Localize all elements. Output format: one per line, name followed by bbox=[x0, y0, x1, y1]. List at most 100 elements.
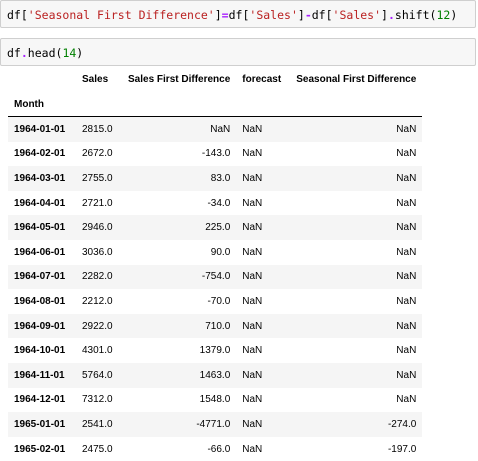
column-header-sales: Sales bbox=[82, 73, 109, 85]
table-cell: NaN bbox=[242, 172, 263, 184]
table-row: 1964-02-01 2672.0 -143.0 NaN NaN bbox=[8, 141, 423, 167]
table-row: 1964-08-01 2212.0 -70.0 NaN NaN bbox=[8, 289, 423, 314]
code-token: df bbox=[7, 46, 21, 60]
table-row: 1965-01-01 2541.0 -4771.0 NaN -274.0 bbox=[8, 412, 423, 437]
table-cell: 225.0 bbox=[205, 222, 231, 234]
table-cell: 2721.0 bbox=[82, 197, 113, 209]
table-cell: 2815.0 bbox=[82, 123, 113, 135]
table-cell: NaN bbox=[396, 345, 417, 357]
code-token: ) bbox=[76, 46, 84, 60]
row-index: 1964-08-01 bbox=[14, 295, 66, 307]
row-index: 1964-09-01 bbox=[14, 320, 66, 332]
table-cell: -143.0 bbox=[201, 148, 231, 160]
table-cell: NaN bbox=[396, 320, 417, 332]
index-name-spacer bbox=[76, 92, 122, 117]
table-cell: 3036.0 bbox=[82, 246, 113, 258]
row-index: 1964-03-01 bbox=[14, 172, 66, 184]
code-token: head bbox=[27, 46, 56, 60]
column-header-sales-first-difference: Sales First Difference bbox=[128, 73, 231, 85]
table-cell: NaN bbox=[242, 320, 263, 332]
table-cell: 2282.0 bbox=[82, 271, 113, 283]
code-token: ] bbox=[297, 8, 305, 22]
code-token: [ bbox=[242, 8, 250, 22]
code-cell-head[interactable]: df.head(14) bbox=[0, 38, 476, 66]
table-cell: 5764.0 bbox=[82, 369, 113, 381]
row-index: 1964-05-01 bbox=[14, 222, 66, 234]
table-cell: NaN bbox=[396, 369, 417, 381]
index-name-row: Month bbox=[8, 92, 423, 117]
code-token: 'Seasonal First Difference' bbox=[27, 8, 215, 22]
table-cell: 2672.0 bbox=[82, 148, 113, 160]
table-cell: -274.0 bbox=[387, 418, 417, 430]
code-token: [ bbox=[20, 8, 28, 22]
row-index: 1964-07-01 bbox=[14, 271, 66, 283]
table-cell: NaN bbox=[396, 172, 417, 184]
table-row: 1964-10-01 4301.0 1379.0 NaN NaN bbox=[8, 338, 423, 363]
table-cell: NaN bbox=[242, 418, 263, 430]
code-token: 12 bbox=[436, 8, 451, 22]
code-token: ] bbox=[214, 8, 222, 22]
table-cell: NaN bbox=[242, 271, 263, 283]
table-cell: -34.0 bbox=[207, 197, 231, 209]
code-token: - bbox=[304, 8, 312, 22]
code-token: ] bbox=[381, 8, 388, 22]
table-cell: 710.0 bbox=[205, 320, 231, 332]
code-token: = bbox=[221, 8, 229, 22]
table-cell: -66.0 bbox=[207, 443, 231, 455]
table-cell: NaN bbox=[242, 443, 263, 455]
table-cell: 2212.0 bbox=[82, 295, 113, 307]
row-index: 1964-02-01 bbox=[14, 148, 66, 160]
row-index: 1965-01-01 bbox=[14, 418, 66, 430]
table-cell: 2475.0 bbox=[82, 443, 113, 455]
row-index: 1964-10-01 bbox=[14, 345, 66, 357]
column-header-seasonal-first-difference: Seasonal First Difference bbox=[296, 73, 417, 85]
code-token: [ bbox=[325, 8, 333, 22]
code-token: ) bbox=[450, 8, 458, 22]
table-cell: NaN bbox=[396, 295, 417, 307]
table-row: 1964-06-01 3036.0 90.0 NaN NaN bbox=[8, 239, 423, 265]
table-cell: 1379.0 bbox=[199, 345, 231, 357]
table-cell: NaN bbox=[242, 222, 263, 234]
code-token: df bbox=[7, 8, 21, 22]
code-token: 'Sales' bbox=[249, 8, 298, 22]
column-header-blank bbox=[8, 66, 76, 92]
table-cell: NaN bbox=[396, 197, 417, 209]
table-cell: -70.0 bbox=[207, 295, 231, 307]
table-cell: 1548.0 bbox=[199, 394, 231, 406]
code-cell-seasonal-difference[interactable]: df['Seasonal First Difference']=df['Sale… bbox=[0, 0, 476, 28]
table-cell: 2922.0 bbox=[82, 320, 113, 332]
table-cell: NaN bbox=[210, 123, 231, 135]
code-token: shift bbox=[394, 8, 430, 22]
table-cell: NaN bbox=[242, 394, 263, 406]
table-cell: NaN bbox=[396, 123, 417, 135]
index-name: Month bbox=[14, 98, 44, 110]
table-cell: NaN bbox=[242, 345, 263, 357]
row-index: 1964-11-01 bbox=[14, 369, 65, 381]
table-row: 1964-05-01 2946.0 225.0 NaN NaN bbox=[8, 215, 423, 240]
table-cell: 7312.0 bbox=[82, 394, 113, 406]
table-cell: 2541.0 bbox=[82, 418, 113, 430]
table-row: 1965-02-01 2475.0 -66.0 NaN -197.0 bbox=[8, 436, 423, 461]
row-index: 1964-01-01 bbox=[14, 123, 66, 135]
index-name-spacer bbox=[236, 92, 290, 117]
code-token: 14 bbox=[62, 46, 77, 60]
table-row: 1964-12-01 7312.0 1548.0 NaN NaN bbox=[8, 387, 423, 413]
code-token: 'Sales' bbox=[332, 8, 382, 22]
row-index: 1964-04-01 bbox=[14, 197, 66, 209]
table-cell: 4301.0 bbox=[82, 345, 113, 357]
table-cell: NaN bbox=[242, 148, 263, 160]
table-cell: NaN bbox=[242, 295, 263, 307]
row-index: 1964-12-01 bbox=[14, 394, 66, 406]
dataframe-table: Sales Sales First Difference forecast Se… bbox=[8, 66, 423, 461]
table-cell: NaN bbox=[396, 148, 417, 160]
table-cell: NaN bbox=[242, 123, 263, 135]
dataframe-output: Sales Sales First Difference forecast Se… bbox=[0, 66, 478, 461]
table-cell: NaN bbox=[242, 246, 263, 258]
table-row: 1964-11-01 5764.0 1463.0 NaN NaN bbox=[8, 362, 423, 388]
table-row: 1964-09-01 2922.0 710.0 NaN NaN bbox=[8, 313, 423, 339]
code-token: df bbox=[228, 8, 243, 22]
code-token: ( bbox=[429, 8, 437, 22]
table-cell: NaN bbox=[396, 222, 417, 234]
index-name-spacer bbox=[290, 92, 422, 117]
table-cell: NaN bbox=[396, 246, 417, 258]
